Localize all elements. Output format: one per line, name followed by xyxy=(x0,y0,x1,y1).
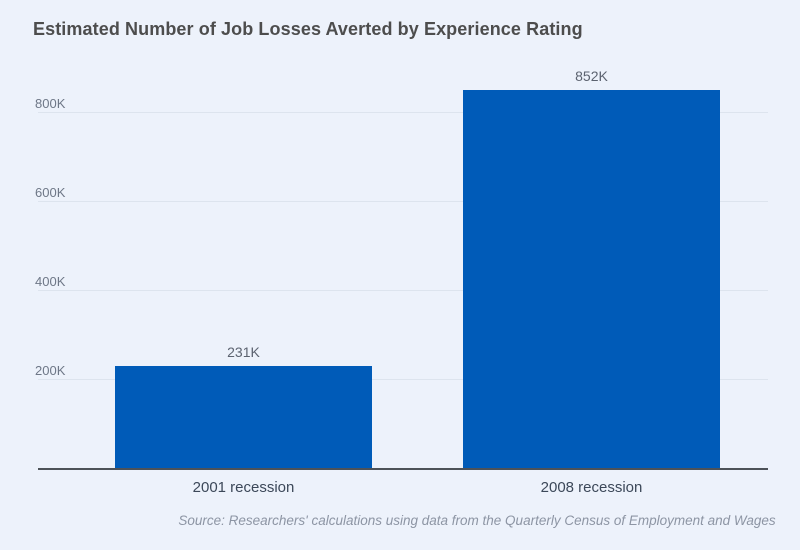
bar-2001-recession xyxy=(115,366,372,469)
gridline xyxy=(38,290,768,292)
gridline xyxy=(38,379,768,381)
gridline xyxy=(38,112,768,114)
x-axis-line xyxy=(38,468,768,470)
bar-value-label: 852K xyxy=(575,68,608,85)
plot-area: 200K 400K 600K 800K 231K 2001 recession 852K 20… xyxy=(35,68,768,495)
y-axis-tick-label: 200K xyxy=(35,363,66,379)
bar-value-label: 231K xyxy=(227,344,260,361)
x-axis-category-label: 2001 recession xyxy=(192,479,295,496)
chart-title: Estimated Number of Job Losses Averted b… xyxy=(33,19,583,39)
y-axis-tick-label: 400K xyxy=(35,274,66,290)
y-axis-tick-label: 600K xyxy=(35,185,66,201)
x-axis-category-label: 2008 recession xyxy=(540,479,643,496)
y-axis-tick-label: 800K xyxy=(35,96,66,112)
source-note: Source: Researchers' calculations using … xyxy=(178,513,776,528)
bar-2008-recession xyxy=(463,90,720,469)
gridline xyxy=(38,201,768,203)
